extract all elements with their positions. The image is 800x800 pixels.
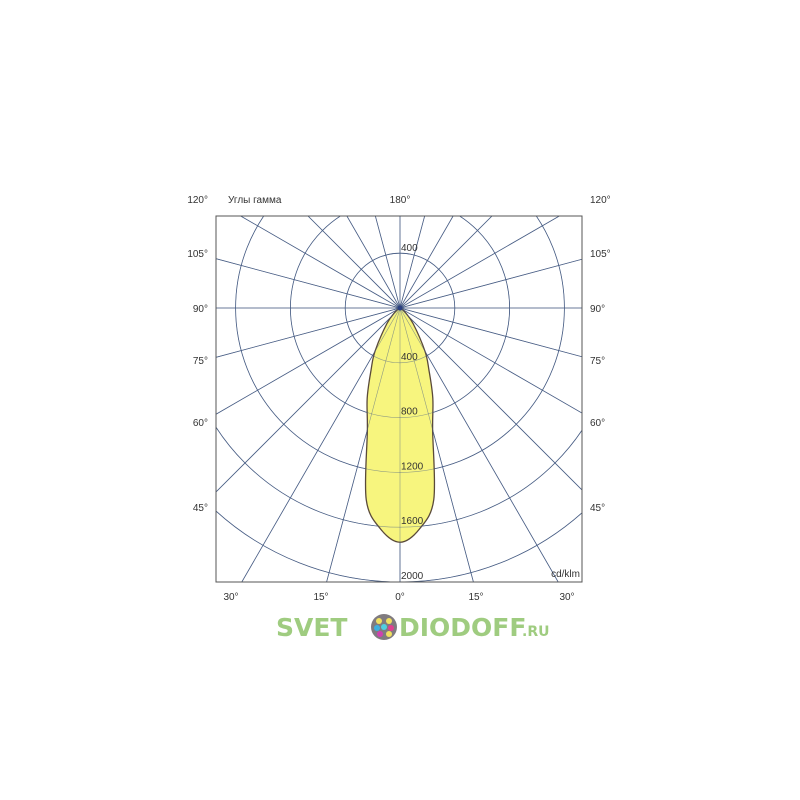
angle-label-right-120: 120° xyxy=(590,195,611,206)
angle-label-left-45: 45° xyxy=(193,503,208,514)
angle-label-right-60: 60° xyxy=(590,418,605,429)
angle-label-left-90: 90° xyxy=(193,304,208,315)
plot-frame xyxy=(215,215,583,583)
logo-dot xyxy=(381,624,387,630)
grid-spoke-overlay-135 xyxy=(307,216,582,491)
angle-label-bottom-right-30: 30° xyxy=(559,592,574,603)
logo-text-right: DIODOFF xyxy=(399,613,526,642)
chart-title: Углы гамма xyxy=(228,195,282,206)
logo-dot xyxy=(374,625,380,631)
logo-suffix: .RU xyxy=(522,624,549,640)
logo-dot xyxy=(377,631,383,637)
radial-tick-label-1200: 1200 xyxy=(401,461,424,472)
angle-label-bottom-left-30: 30° xyxy=(223,592,238,603)
angle-label-bottom-left-15: 15° xyxy=(313,592,328,603)
unit-label: cd/klm xyxy=(551,569,580,580)
logo-dot xyxy=(386,631,392,637)
angle-label-right-75: 75° xyxy=(590,356,605,367)
angle-label-left-75: 75° xyxy=(193,356,208,367)
grid-spoke-overlay-60 xyxy=(216,216,560,415)
grid-spoke-overlay-30 xyxy=(241,216,454,582)
grid-spoke-overlay-15 xyxy=(326,216,425,582)
radial-tick-label-2000: 2000 xyxy=(401,571,424,582)
angle-label-top: 180° xyxy=(390,195,411,206)
angle-label-left-60: 60° xyxy=(193,418,208,429)
grid-ring-overlay-800 xyxy=(290,216,510,418)
angle-label-right-45: 45° xyxy=(590,503,605,514)
watermark-logo: SVET DIODOFF.RU xyxy=(276,613,549,642)
radial-tick-label-1600: 1600 xyxy=(401,516,424,527)
radial-tick-label-400: 400 xyxy=(401,352,418,363)
grid-ring-overlay-400 xyxy=(344,252,456,364)
radial-tick-label-800: 800 xyxy=(401,407,418,418)
angle-label-bottom-right-15: 15° xyxy=(468,592,483,603)
grid-spoke-overlay-120 xyxy=(240,216,582,414)
angle-label-bottom-left-0: 0° xyxy=(395,592,405,603)
grid-spoke-overlay-45 xyxy=(216,216,493,493)
logo-dot xyxy=(376,618,382,624)
grid-spoke-overlay-165 xyxy=(375,216,474,582)
center-point xyxy=(397,305,403,311)
radial-tick-label-upper: 400 xyxy=(401,243,418,254)
logo-dot xyxy=(386,618,392,624)
grid-spoke-overlay-150 xyxy=(346,216,559,582)
logo-dot xyxy=(388,625,394,631)
grid-ring-overlay-1600 xyxy=(216,426,582,528)
angle-label-left-120: 120° xyxy=(187,195,208,206)
angle-label-left-105: 105° xyxy=(187,249,208,260)
grid-ring-overlay-1200 xyxy=(235,216,565,473)
angle-label-right-90: 90° xyxy=(590,304,605,315)
angle-label-right-105: 105° xyxy=(590,249,611,260)
logo-text-left: SVET xyxy=(276,613,347,642)
